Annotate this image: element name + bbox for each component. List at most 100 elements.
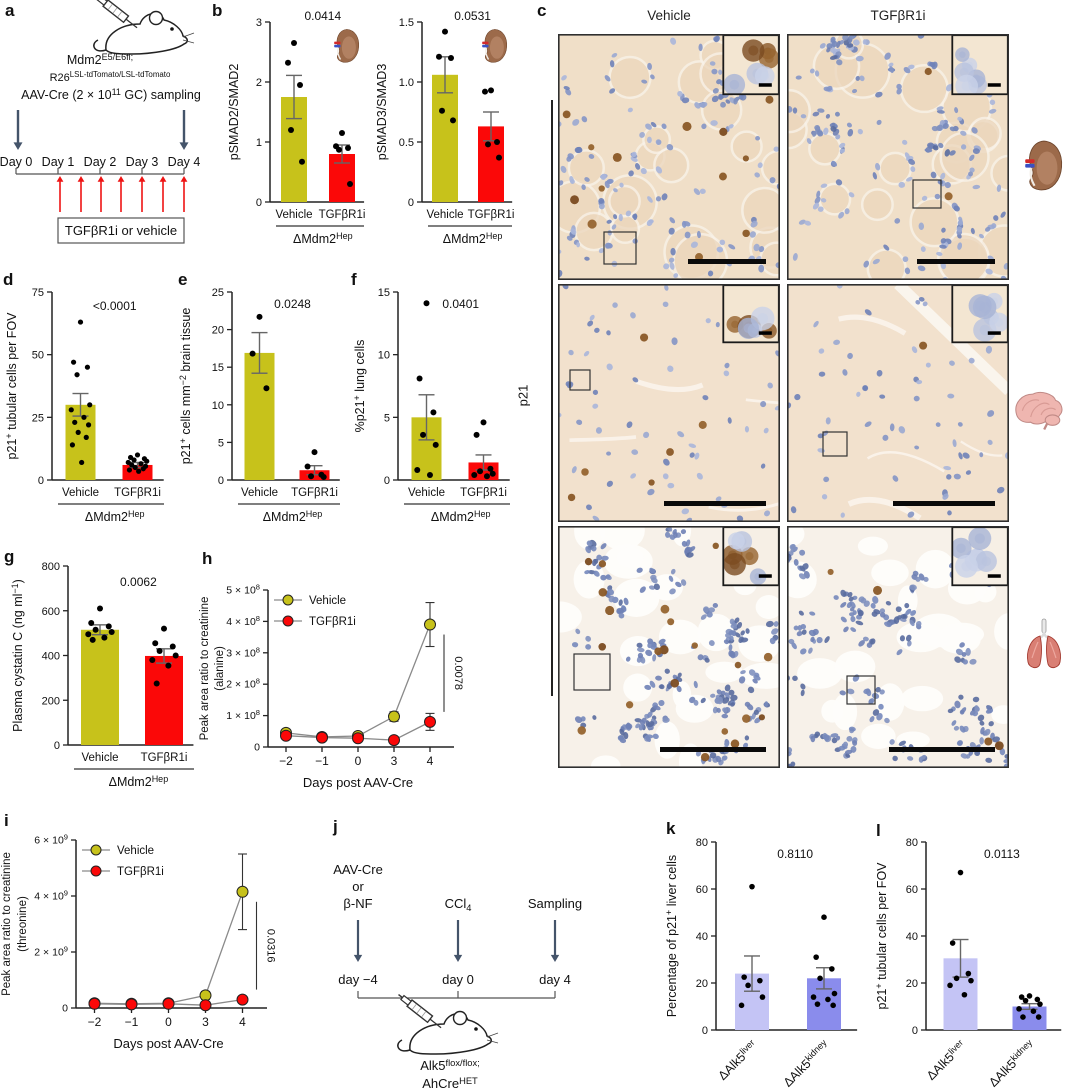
svg-text:R26LSL-tdTomato/LSL-tdTomato: R26LSL-tdTomato/LSL-tdTomato [50, 70, 171, 84]
svg-text:Days post AAV-Cre: Days post AAV-Cre [303, 775, 413, 790]
svg-text:0.0248: 0.0248 [274, 297, 311, 311]
svg-text:10: 10 [378, 350, 390, 362]
svg-text:AhCreHET: AhCreHET [422, 1076, 478, 1091]
ihc-image-kidney-vehicle [558, 34, 780, 280]
svg-text:Day 4: Day 4 [168, 155, 201, 169]
svg-text:Alk5flox/flox;: Alk5flox/flox; [420, 1058, 480, 1073]
svg-text:400: 400 [42, 651, 60, 663]
svg-text:0: 0 [408, 197, 414, 209]
svg-text:β-NF: β-NF [343, 896, 372, 911]
svg-text:25: 25 [212, 287, 224, 299]
svg-text:TGFβR1i: TGFβR1i [468, 209, 515, 221]
svg-text:80: 80 [696, 837, 708, 849]
svg-text:1.0: 1.0 [399, 77, 414, 89]
svg-text:75: 75 [32, 287, 44, 299]
svg-text:5: 5 [384, 412, 390, 424]
svg-text:ΔMdm2Hep: ΔMdm2Hep [293, 231, 353, 246]
svg-text:TGFβR1i: TGFβR1i [291, 487, 338, 499]
p21-bracket-line [551, 100, 553, 696]
svg-text:Mdm2E5/E6fl;: Mdm2E5/E6fl; [67, 52, 133, 67]
svg-text:Day 2: Day 2 [84, 155, 117, 169]
ihc-image-brain-vehicle [558, 284, 780, 522]
svg-text:0: 0 [355, 754, 362, 768]
svg-text:AAV-Cre (2 × 1011 GC) sampling: AAV-Cre (2 × 1011 GC) sampling [21, 87, 201, 102]
svg-text:50: 50 [32, 350, 44, 362]
svg-text:Vehicle: Vehicle [426, 209, 463, 221]
panel-c-letter: c [537, 1, 547, 20]
svg-text:0.0414: 0.0414 [304, 9, 341, 23]
svg-text:Vehicle: Vehicle [275, 209, 312, 221]
svg-text:0: 0 [702, 1025, 708, 1037]
svg-text:−1: −1 [125, 1015, 139, 1029]
svg-text:−1: −1 [315, 754, 329, 768]
svg-text:1.5: 1.5 [399, 17, 414, 29]
svg-text:4 × 109: 4 × 109 [34, 889, 68, 903]
kidney-icon [1018, 138, 1064, 192]
panel-j-experiment-schematic: AAV-Cre or β-NF CCl4 Sampling day −4 day 0 day … [333, 862, 582, 1091]
svg-text:ΔMdm2Hep: ΔMdm2Hep [109, 774, 169, 789]
svg-text:Vehicle: Vehicle [241, 487, 278, 499]
kidney-icon [334, 29, 360, 63]
lungs-icon [1027, 618, 1061, 669]
svg-text:day 0: day 0 [442, 972, 474, 987]
ihc-image-lung-vehicle [558, 526, 780, 768]
panel-j-letter: j [333, 817, 338, 836]
svg-text:0.0078: 0.0078 [452, 656, 464, 690]
ihc-image-kidney-tgfbr1i [787, 34, 1009, 280]
svg-text:Plasma cystatin C (ng ml−1): Plasma cystatin C (ng ml−1) [10, 579, 25, 732]
svg-text:0: 0 [54, 740, 60, 752]
panel-b-letter: b [212, 1, 223, 20]
svg-text:Vehicle: Vehicle [81, 752, 118, 764]
ihc-image-lung-tgfbr1i [787, 526, 1009, 768]
chart-p21-lung-cells: 0 5 10 15 %p21+ lung cells Vehicle TGFβR1i 0.04… [350, 280, 520, 528]
svg-text:CCl4: CCl4 [445, 896, 472, 913]
svg-text:Day 3: Day 3 [126, 155, 159, 169]
svg-text:ΔMdm2Hep: ΔMdm2Hep [431, 509, 491, 524]
chart-p21-liver-cells-alk5: 0 20 40 60 80 Percentage of p21+ liver cells Δ… [662, 826, 874, 1092]
panel-c-col-header-tgfbr1i: TGFβR1i [870, 8, 926, 23]
svg-text:Vehicle: Vehicle [408, 487, 445, 499]
svg-text:4 × 108: 4 × 108 [226, 614, 260, 628]
svg-text:2 × 109: 2 × 109 [34, 945, 68, 959]
svg-text:TGFβR1i: TGFβR1i [319, 209, 366, 221]
svg-text:Sampling: Sampling [528, 896, 582, 911]
svg-text:2 × 108: 2 × 108 [226, 677, 260, 691]
svg-text:800: 800 [42, 561, 60, 573]
svg-text:<0.0001: <0.0001 [93, 299, 137, 313]
svg-text:pSMAD2/SMAD2: pSMAD2/SMAD2 [227, 64, 241, 161]
svg-text:10: 10 [212, 400, 224, 412]
lungs-icon [1024, 618, 1064, 672]
svg-text:15: 15 [212, 362, 224, 374]
svg-text:ΔAlk5kidney: ΔAlk5kidney [986, 1037, 1038, 1089]
chart-p21-tubular-cells: 0 25 50 75 p21+ tubular cells per FOV Vehicle… [2, 280, 174, 528]
svg-text:p21+ tubular cells per FOV: p21+ tubular cells per FOV [4, 312, 19, 460]
chart-alanine-creatinine: 0 1 × 108 2 × 108 3 × 108 4 × 108 5 × 108 Peak… [198, 566, 520, 802]
svg-text:0.0401: 0.0401 [442, 297, 479, 311]
svg-text:Peak area ratio to creatinine: Peak area ratio to creatinine [1, 852, 13, 996]
syringe-icon [96, 0, 138, 29]
svg-text:Vehicle: Vehicle [62, 487, 99, 499]
panel-d-letter: d [3, 270, 14, 289]
svg-text:20: 20 [696, 978, 708, 990]
svg-text:Percentage of p21+ liver cells: Percentage of p21+ liver cells [664, 855, 679, 1017]
svg-text:ΔAlk5liver: ΔAlk5liver [715, 1038, 760, 1083]
svg-text:TGFβR1i: TGFβR1i [117, 866, 164, 878]
svg-text:60: 60 [906, 884, 918, 896]
svg-text:5 × 108: 5 × 108 [226, 583, 260, 597]
svg-text:600: 600 [42, 606, 60, 618]
svg-text:3: 3 [202, 1015, 209, 1029]
svg-text:Vehicle: Vehicle [117, 845, 154, 857]
svg-text:or: or [352, 879, 364, 894]
svg-text:TGFβR1i: TGFβR1i [460, 487, 507, 499]
kidney-icon [1025, 140, 1063, 191]
svg-text:TGFβR1i: TGFβR1i [141, 752, 188, 764]
svg-text:Peak area ratio to creatinine: Peak area ratio to creatinine [199, 597, 211, 741]
svg-text:pSMAD3/SMAD3: pSMAD3/SMAD3 [375, 64, 389, 161]
svg-text:0.8110: 0.8110 [777, 847, 813, 861]
svg-text:1: 1 [256, 137, 262, 149]
svg-text:ΔAlk5kidney: ΔAlk5kidney [780, 1037, 832, 1089]
svg-text:20: 20 [906, 978, 918, 990]
svg-text:Days post AAV-Cre: Days post AAV-Cre [113, 1036, 223, 1051]
svg-text:ΔMdm2Hep: ΔMdm2Hep [263, 509, 323, 524]
svg-text:6 × 109: 6 × 109 [34, 833, 68, 847]
